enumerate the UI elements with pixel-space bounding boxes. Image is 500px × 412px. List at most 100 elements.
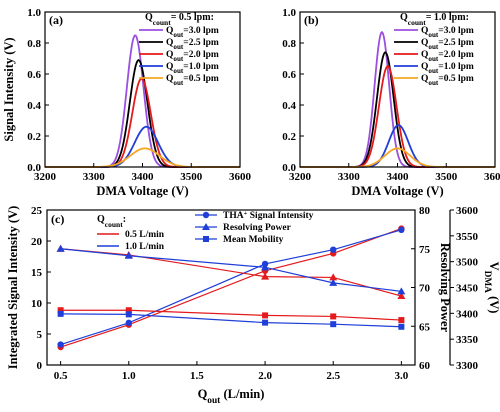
legend-title-part: = 1.0 lpm: [426, 12, 469, 23]
y-tick-label: 0.0 [282, 162, 296, 174]
legend-entry-part: Q [421, 50, 428, 60]
y-tick-label: 0.4 [27, 100, 41, 112]
series-marker [330, 321, 337, 328]
y2-tick-label: 75 [419, 244, 431, 256]
x-tick-label: 3300 [338, 171, 361, 183]
panel-a: 3200 3300 3400 3500 3600 0.0 0.2 0.4 0.6 0.8 1.0 (a… [2, 7, 252, 198]
legend-title-part: = 0.5 lpm: [171, 12, 214, 23]
legend-marker [202, 223, 210, 230]
legend-entry-part: =3.0 lpm [183, 26, 219, 36]
legend-entry-part: =1.0 lpm [438, 62, 474, 72]
series-marker [329, 278, 338, 286]
series-marker [262, 312, 269, 319]
series-marker [124, 251, 133, 259]
series-marker [398, 226, 405, 234]
legend-entry-part: Q [166, 50, 173, 60]
series-marker [397, 292, 406, 300]
series-line [60, 313, 402, 328]
legend-entry-part: out [173, 31, 184, 39]
legend-title-part: Q [400, 12, 408, 23]
series-line [60, 248, 402, 292]
series-marker [398, 317, 405, 324]
legend-entry-part: + [244, 210, 248, 217]
legend-title-part: count [105, 220, 123, 229]
y3-tick-label: 3400 [456, 308, 479, 320]
x-tick-label: 3500 [435, 171, 458, 183]
plot-frame [46, 209, 416, 366]
legend-entry-part: Q [166, 26, 173, 36]
y2-tick-label: 60 [419, 360, 431, 372]
series-marker [397, 287, 406, 295]
legend-entry-part: =1.0 lpm [183, 62, 219, 72]
legend-entry: Qout=1.0 lpm [166, 62, 219, 75]
x-tick-label: 3600 [229, 171, 252, 183]
legend-entry-part: out [173, 55, 184, 63]
y-tick-label: 0 [37, 360, 43, 372]
legend-entry-part: =0.5 lpm [183, 74, 219, 84]
x-tick-label: 1.5 [190, 370, 204, 382]
y3-axis-label-part: DMA [482, 271, 492, 294]
series-marker [125, 319, 132, 327]
x-axis-label-part: out [207, 396, 221, 406]
legend-entry-part: out [428, 79, 439, 87]
legend-entry: 0.5 L/min [125, 230, 165, 240]
y3-tick-label: 3600 [456, 205, 479, 217]
y-tick-label: 0.0 [27, 162, 41, 174]
y3-axis-label-part: V [487, 262, 500, 271]
legend-entry: Qout=2.0 lpm [421, 50, 474, 63]
legend-entry-part: out [428, 43, 439, 51]
legend-entry-part: Q [421, 62, 428, 72]
x-tick-label: 0.5 [54, 370, 68, 382]
legend-entry-part: =3.0 lpm [438, 26, 474, 36]
x-tick-label: 3300 [83, 171, 106, 183]
legend-entry-part: out [173, 43, 184, 51]
y-tick-label: 0.2 [282, 131, 296, 143]
legend-entry-part: =0.5 lpm [438, 74, 474, 84]
series-marker [125, 307, 132, 314]
legend-title-part: count [408, 18, 426, 27]
x-axis-label-part: Q [198, 387, 208, 401]
legend-marker [202, 211, 210, 219]
legend-entry-part: Q [421, 38, 428, 48]
legend-entry-part: Q [166, 62, 173, 72]
legend-entry: Qout=3.0 lpm [166, 26, 219, 39]
legend-entry: 1.0 L/min [125, 242, 165, 252]
legend-entry-part: Q [421, 74, 428, 84]
legend-entry: Qout=2.5 lpm [166, 38, 219, 51]
y-tick-label: 0.4 [282, 100, 296, 112]
series-marker [125, 311, 132, 318]
x-tick-label: 3400 [132, 171, 155, 183]
y-tick-label: 15 [31, 267, 43, 279]
legend-entry-part: out [173, 79, 184, 87]
y3-tick-label: 3550 [456, 231, 479, 243]
x-tick-label: 2.0 [258, 370, 272, 382]
y2-tick-label: 80 [419, 205, 431, 217]
x-tick-label: 2.5 [326, 370, 340, 382]
x-tick-label: 3200 [289, 171, 312, 183]
x-tick-label: 3500 [180, 171, 203, 183]
panel-letter: (c) [51, 212, 64, 226]
legend-entry: Qout=2.0 lpm [166, 50, 219, 63]
y-tick-label: 20 [31, 236, 43, 248]
y-tick-label: 0.8 [282, 38, 296, 50]
legend-entry-part: =2.5 lpm [438, 38, 474, 48]
legend-entry-part: Q [166, 74, 173, 84]
y-tick-label: 0.2 [27, 131, 41, 143]
panel-b: 3200 3300 3400 3500 3600 0.0 0.2 0.4 0.6 0.8 1.0 (b… [282, 7, 500, 198]
x-axis-label: DMA Voltage (V) [351, 184, 443, 198]
series-marker [57, 341, 64, 348]
legend-entry-part: THA [223, 211, 244, 221]
y3-axis-label-part: (V) [487, 293, 500, 313]
y2-tick-label: 65 [419, 321, 431, 333]
legend-title: Qcount= 1.0 lpm: [400, 12, 469, 27]
series-marker [398, 323, 405, 330]
legend-entry: Qout=0.5 lpm [166, 74, 219, 87]
y2-tick-label: 70 [419, 283, 431, 295]
series-marker [329, 273, 338, 281]
legend-title: Qcount: [97, 214, 126, 229]
legend-entry-part: out [428, 55, 439, 63]
legend-entry-part: out [428, 31, 439, 39]
series-marker [330, 313, 337, 320]
legend-entry-part: =2.0 lpm [438, 50, 474, 60]
